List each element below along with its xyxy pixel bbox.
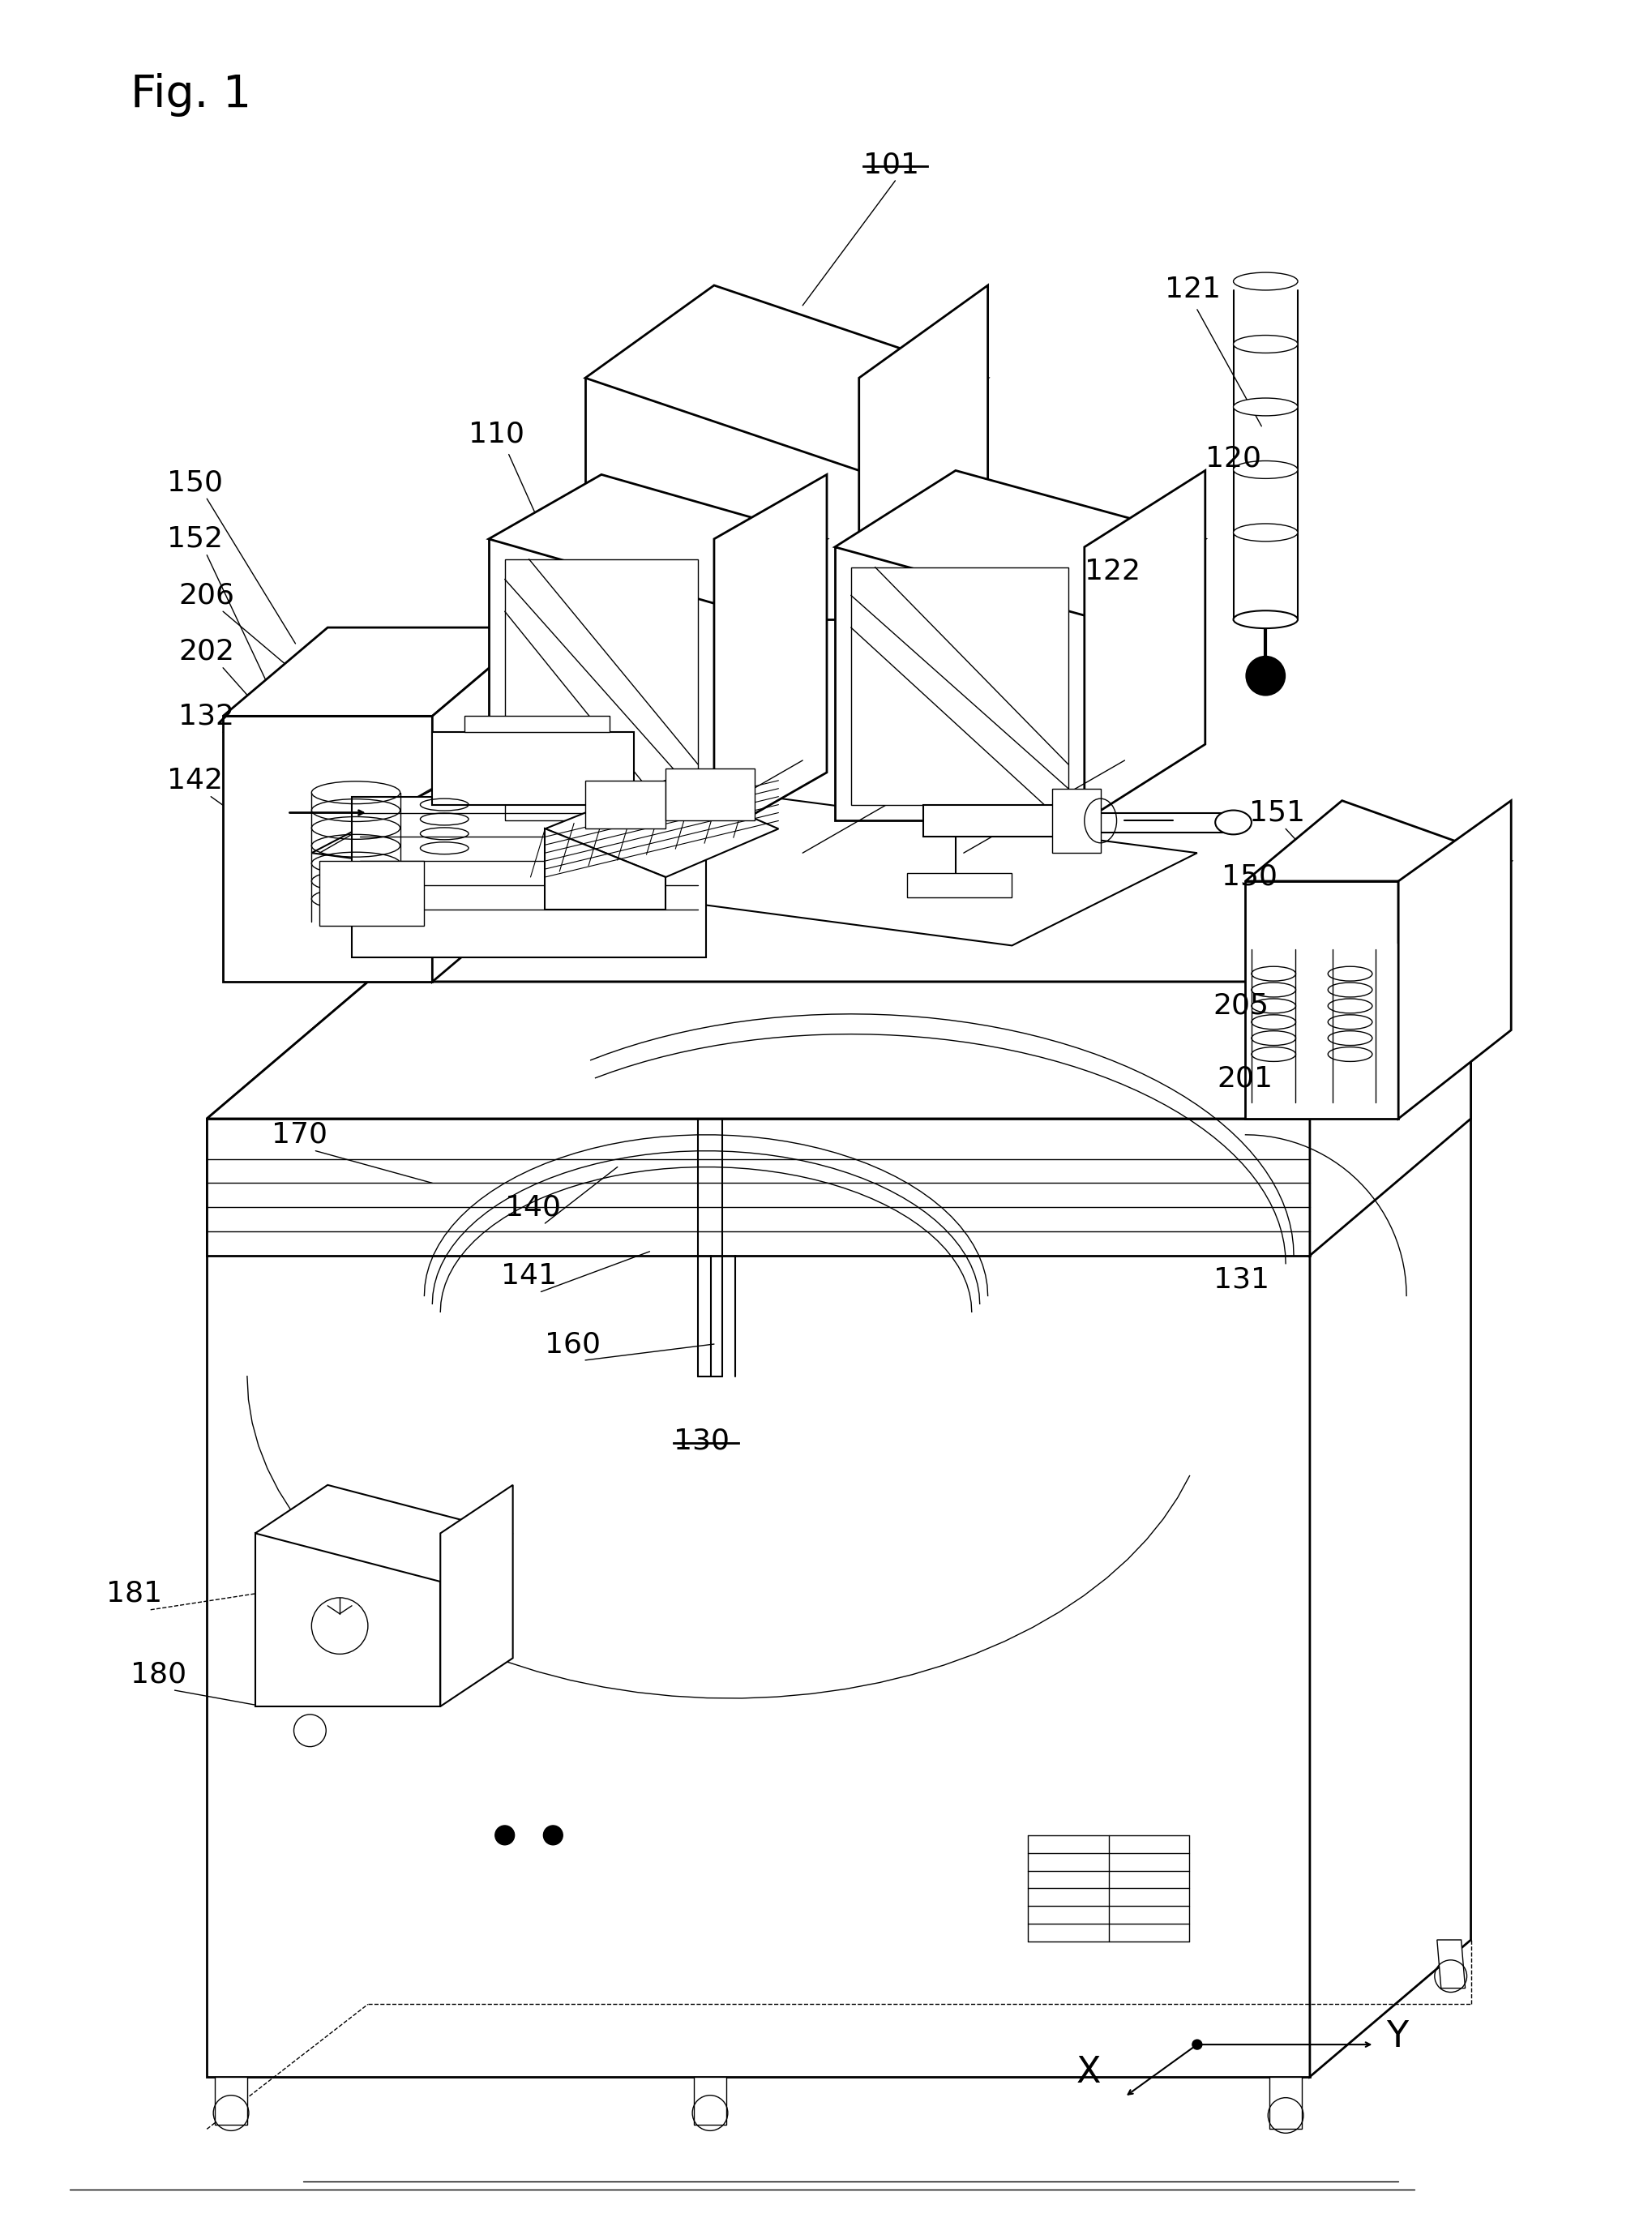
Polygon shape bbox=[433, 627, 537, 982]
Text: 201: 201 bbox=[1218, 1064, 1274, 1093]
Polygon shape bbox=[223, 627, 537, 715]
Text: 181: 181 bbox=[106, 1580, 162, 1607]
Polygon shape bbox=[506, 560, 699, 820]
Text: 120: 120 bbox=[1206, 444, 1260, 473]
Text: 205: 205 bbox=[1213, 993, 1269, 1020]
Ellipse shape bbox=[1234, 273, 1298, 291]
Polygon shape bbox=[433, 733, 634, 804]
Ellipse shape bbox=[1234, 460, 1298, 478]
Polygon shape bbox=[206, 1118, 1310, 2078]
Polygon shape bbox=[694, 2078, 727, 2124]
Text: 101: 101 bbox=[862, 151, 919, 178]
Polygon shape bbox=[215, 2078, 248, 2124]
Polygon shape bbox=[907, 873, 1013, 898]
Polygon shape bbox=[223, 715, 433, 982]
Circle shape bbox=[496, 1826, 514, 1844]
Polygon shape bbox=[464, 715, 610, 733]
Polygon shape bbox=[851, 567, 1069, 804]
Ellipse shape bbox=[1234, 398, 1298, 416]
Polygon shape bbox=[1246, 882, 1398, 1118]
Polygon shape bbox=[1246, 800, 1512, 942]
Polygon shape bbox=[545, 780, 778, 878]
Text: Y: Y bbox=[1386, 2020, 1408, 2053]
Text: 206: 206 bbox=[178, 582, 235, 609]
Text: 180: 180 bbox=[131, 1660, 187, 1689]
Polygon shape bbox=[834, 471, 1206, 615]
Text: 131: 131 bbox=[1213, 1267, 1269, 1293]
Polygon shape bbox=[352, 798, 705, 958]
Polygon shape bbox=[585, 378, 859, 620]
Polygon shape bbox=[254, 1484, 512, 1582]
Ellipse shape bbox=[1234, 524, 1298, 542]
Text: 141: 141 bbox=[501, 1262, 557, 1289]
Ellipse shape bbox=[1234, 336, 1298, 353]
Text: 140: 140 bbox=[506, 1193, 560, 1222]
Polygon shape bbox=[441, 1484, 512, 1706]
Text: 151: 151 bbox=[1249, 800, 1305, 827]
Polygon shape bbox=[1052, 789, 1100, 853]
Polygon shape bbox=[312, 760, 1198, 947]
Ellipse shape bbox=[1234, 611, 1298, 629]
Polygon shape bbox=[537, 889, 649, 913]
Polygon shape bbox=[1077, 813, 1229, 833]
Polygon shape bbox=[1437, 1940, 1465, 1989]
Text: 122: 122 bbox=[1084, 558, 1140, 584]
Text: 150: 150 bbox=[1221, 864, 1277, 891]
Text: X: X bbox=[1077, 2055, 1102, 2091]
Polygon shape bbox=[859, 284, 988, 620]
Text: 152: 152 bbox=[167, 524, 223, 553]
Polygon shape bbox=[1084, 471, 1206, 820]
Polygon shape bbox=[319, 860, 425, 924]
Polygon shape bbox=[1310, 982, 1470, 2078]
Polygon shape bbox=[206, 982, 1470, 1118]
Text: 110: 110 bbox=[469, 420, 524, 449]
Polygon shape bbox=[666, 769, 755, 820]
Polygon shape bbox=[254, 1533, 441, 1706]
Polygon shape bbox=[206, 982, 1470, 1118]
Polygon shape bbox=[585, 284, 988, 471]
Text: 130: 130 bbox=[674, 1427, 730, 1455]
Polygon shape bbox=[834, 547, 1084, 820]
Polygon shape bbox=[714, 476, 826, 838]
Text: 132: 132 bbox=[178, 702, 235, 729]
Text: 121: 121 bbox=[1165, 276, 1221, 302]
Polygon shape bbox=[1270, 2078, 1302, 2129]
Circle shape bbox=[1193, 2040, 1203, 2049]
Polygon shape bbox=[1310, 982, 1470, 1255]
Polygon shape bbox=[489, 540, 714, 838]
Polygon shape bbox=[1398, 800, 1512, 1118]
Circle shape bbox=[544, 1826, 563, 1844]
Text: 170: 170 bbox=[271, 1120, 327, 1149]
Text: Fig. 1: Fig. 1 bbox=[131, 73, 251, 116]
Text: 142: 142 bbox=[167, 767, 223, 793]
Circle shape bbox=[1246, 655, 1285, 695]
Polygon shape bbox=[923, 804, 1092, 838]
Text: 202: 202 bbox=[178, 638, 235, 664]
Ellipse shape bbox=[1216, 811, 1252, 835]
Text: 160: 160 bbox=[545, 1331, 601, 1358]
Polygon shape bbox=[545, 829, 666, 909]
Polygon shape bbox=[585, 780, 666, 829]
Text: 150: 150 bbox=[167, 469, 223, 496]
Polygon shape bbox=[206, 1118, 1310, 1255]
Polygon shape bbox=[489, 476, 826, 604]
